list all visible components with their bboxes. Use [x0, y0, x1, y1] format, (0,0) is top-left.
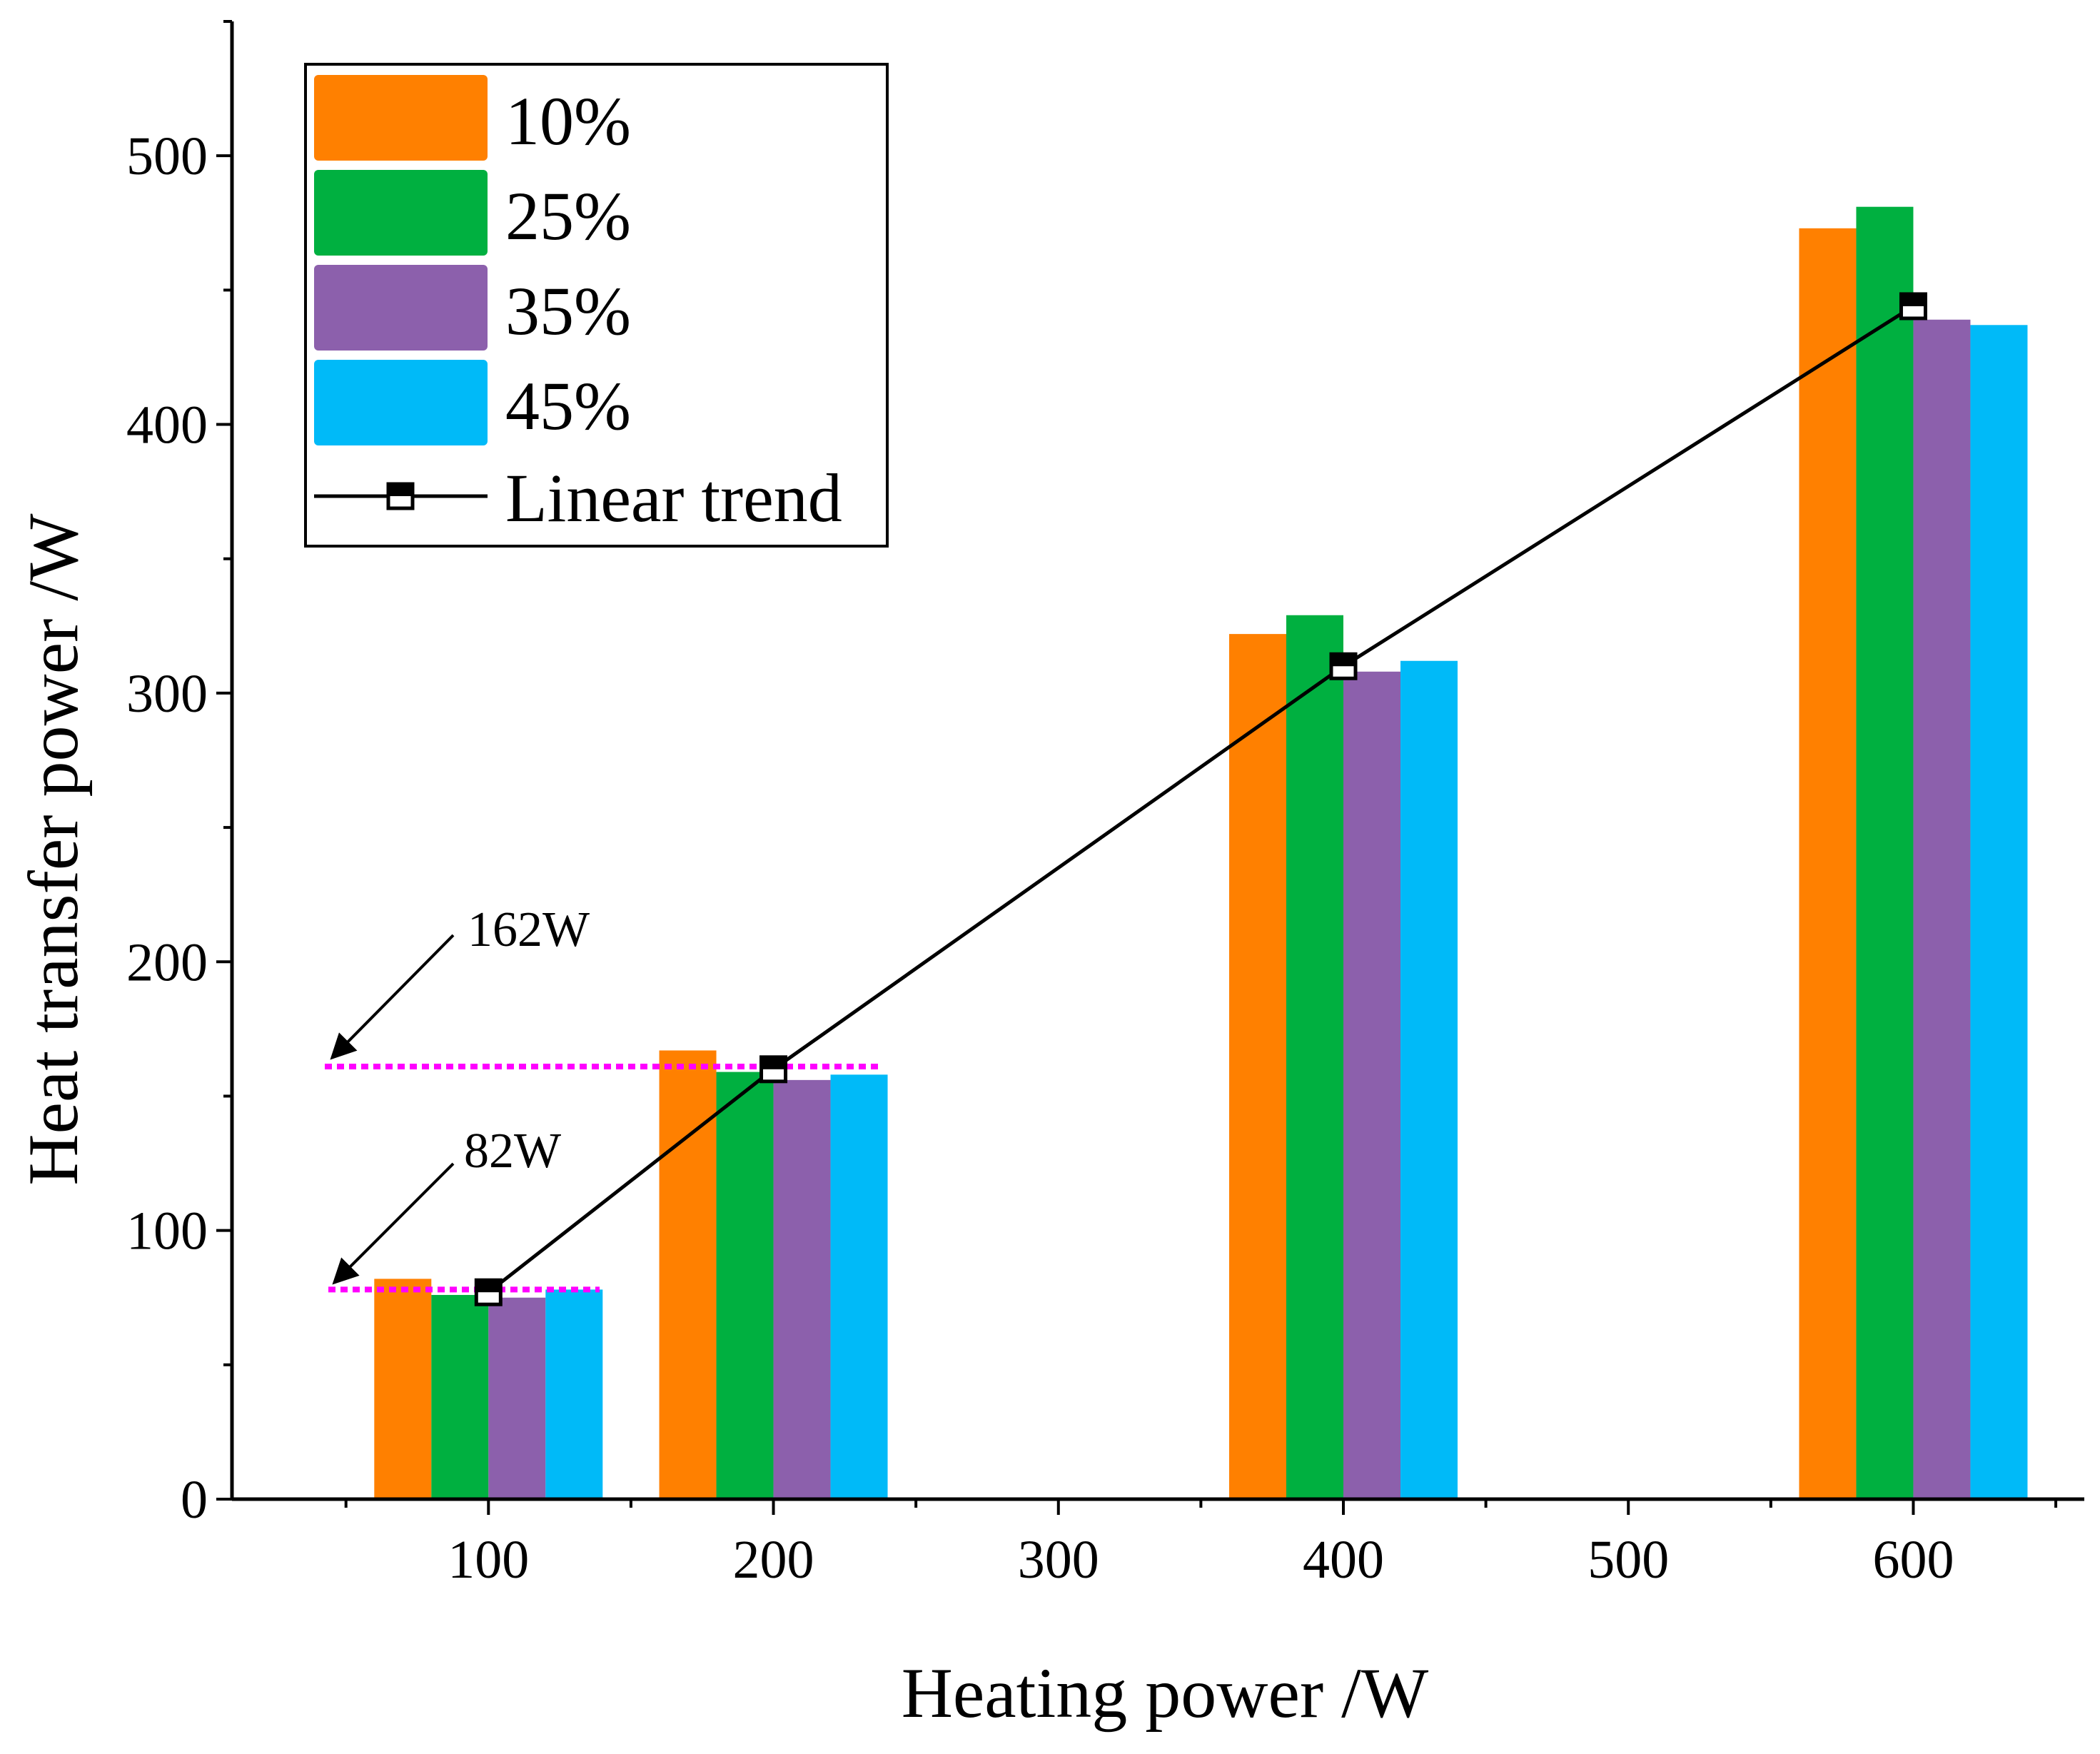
annotations: 162W 82W: [330, 902, 590, 1285]
bar-45pct-400: [1400, 660, 1458, 1499]
bar-45pct-100: [545, 1289, 603, 1499]
legend-label-45: 45%: [505, 368, 631, 444]
y-tick-label-500: 500: [126, 126, 208, 186]
x-tick-label-400: 400: [1303, 1530, 1384, 1590]
legend-items: 10% 25% 35% 45% Linear trend: [314, 75, 842, 536]
bar-45pct-600: [1970, 325, 2028, 1500]
x-axis-title: Heating power /W: [902, 1653, 1429, 1733]
annotation-162w: 162W: [468, 902, 590, 957]
trend-marker-100: [474, 1278, 503, 1306]
x-tick-label-500: 500: [1587, 1530, 1669, 1590]
linear-trend: [474, 292, 1927, 1306]
bar-35pct-600: [1913, 319, 1971, 1499]
legend-label-35: 35%: [505, 273, 631, 349]
bar-25pct-200: [716, 1072, 774, 1499]
legend-swatch-10pct: [314, 75, 488, 161]
bar-10pct-600: [1799, 228, 1857, 1499]
bar-10pct-200: [659, 1050, 717, 1499]
trend-marker-fill: [1331, 654, 1356, 667]
trend-marker-fill: [1901, 293, 1926, 306]
arrow-162w: [330, 934, 455, 1060]
bar-25pct-100: [431, 1294, 489, 1499]
legend-label-linear-trend: Linear trend: [505, 460, 842, 536]
bar-35pct-200: [773, 1079, 831, 1499]
axes: [216, 20, 2084, 1515]
bar-25pct-600: [1856, 206, 1914, 1499]
x-tick-label-100: 100: [448, 1530, 529, 1590]
bar-25pct-400: [1286, 615, 1343, 1499]
legend: 10% 25% 35% 45% Linear trend: [304, 63, 889, 548]
y-axis-title: Heat transfer power /W: [14, 513, 93, 1186]
annotation-82w: 82W: [464, 1124, 561, 1179]
y-tick-label-300: 300: [126, 664, 208, 724]
bars-layer: [374, 206, 2028, 1500]
trend-marker-400: [1329, 652, 1358, 680]
x-tick-label-200: 200: [733, 1530, 814, 1590]
legend-swatch-45pct: [314, 360, 488, 445]
legend-swatch-25pct: [314, 170, 488, 256]
y-tick-label-0: 0: [181, 1470, 208, 1530]
trend-marker-600: [1899, 292, 1927, 321]
y-tick-label-400: 400: [126, 395, 208, 455]
tick-labels: 0 100 200 300 400 500 100 200 300 400 500 600: [126, 126, 1954, 1590]
x-tick-label-300: 300: [1018, 1530, 1099, 1590]
reference-lines: [325, 1064, 878, 1293]
trend-marker-200: [759, 1055, 788, 1084]
legend-label-10: 10%: [505, 83, 631, 159]
legend-swatch-35pct: [314, 265, 488, 351]
bar-45pct-200: [830, 1074, 888, 1499]
legend-label-25: 25%: [505, 178, 631, 254]
trend-line: [487, 304, 1914, 1294]
bar-10pct-100: [374, 1279, 432, 1499]
legend-swatch-marker-fill: [388, 484, 413, 496]
x-tick-label-600: 600: [1872, 1530, 1954, 1590]
bar-10pct-400: [1229, 634, 1286, 1499]
y-tick-label-100: 100: [126, 1201, 208, 1261]
y-tick-label-200: 200: [126, 932, 208, 992]
bar-35pct-100: [488, 1297, 546, 1499]
trend-marker-fill: [476, 1280, 501, 1293]
trend-marker-fill: [761, 1057, 786, 1069]
bar-35pct-400: [1343, 671, 1400, 1499]
arrow-82w: [332, 1162, 455, 1285]
